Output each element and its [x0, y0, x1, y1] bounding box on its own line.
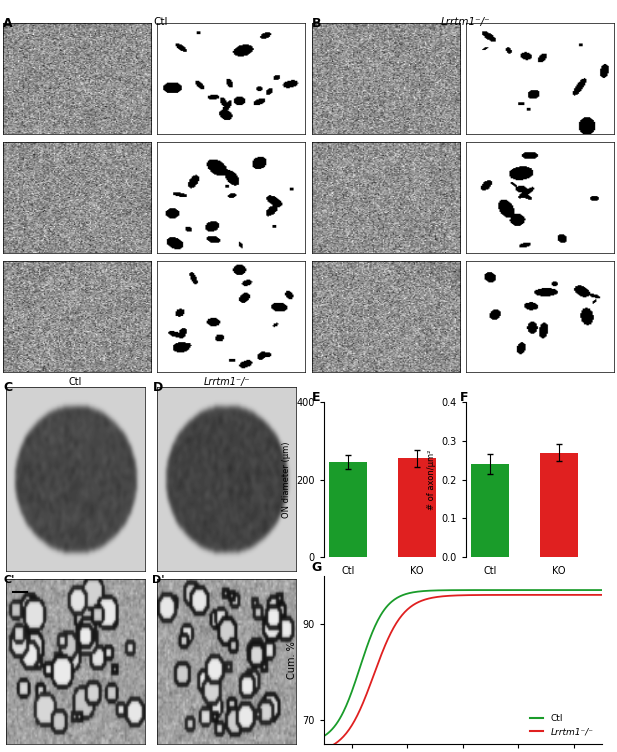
Text: E: E: [312, 391, 320, 404]
Text: Ctl: Ctl: [153, 17, 168, 26]
Legend: Ctl, Lrrtm1⁻/⁻: Ctl, Lrrtm1⁻/⁻: [526, 710, 597, 740]
Text: C': C': [3, 575, 14, 585]
Text: G: G: [312, 560, 322, 574]
Y-axis label: Cum. %: Cum. %: [287, 641, 297, 679]
Bar: [540, 453, 578, 556]
Y-axis label: ON diameter (μm): ON diameter (μm): [282, 441, 291, 518]
Y-axis label: # of axon/μm²: # of axon/μm²: [427, 450, 436, 510]
Text: A: A: [3, 17, 13, 29]
Text: F: F: [460, 391, 468, 404]
Bar: [398, 458, 436, 556]
Bar: [329, 462, 367, 556]
Text: Lrrtm1⁻/⁻: Lrrtm1⁻/⁻: [441, 17, 491, 26]
Title: Lrrtm1⁻/⁻: Lrrtm1⁻/⁻: [204, 377, 250, 387]
Text: B: B: [312, 17, 321, 29]
Bar: [471, 464, 509, 556]
Title: Ctl: Ctl: [69, 377, 82, 387]
Text: D': D': [152, 575, 165, 585]
Text: D: D: [152, 381, 163, 394]
Text: C: C: [3, 381, 12, 394]
